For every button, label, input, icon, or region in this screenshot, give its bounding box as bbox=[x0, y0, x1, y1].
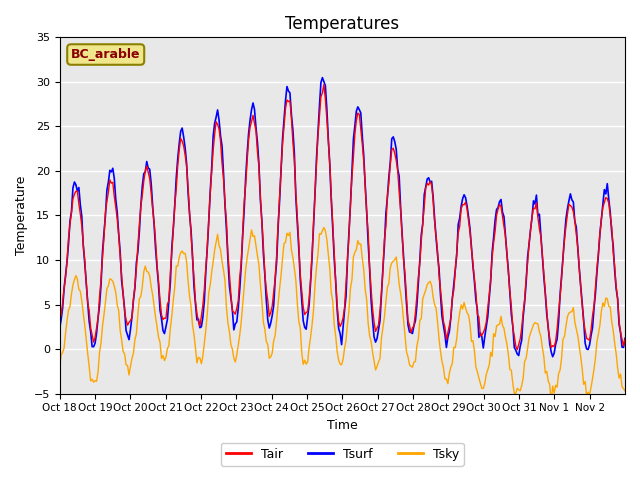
Tsurf bbox=[549, 354, 557, 360]
Text: BC_arable: BC_arable bbox=[71, 48, 140, 61]
Tsurf bbox=[348, 168, 356, 174]
Tair bbox=[75, 201, 83, 206]
Tsky bbox=[348, 277, 356, 283]
Y-axis label: Temperature: Temperature bbox=[15, 176, 28, 255]
Tsky bbox=[56, 365, 63, 371]
Tair bbox=[93, 325, 100, 331]
Tsurf bbox=[75, 185, 83, 191]
Tsurf bbox=[93, 331, 100, 336]
Tair bbox=[546, 335, 554, 341]
Tsky bbox=[547, 399, 555, 405]
Line: Tair: Tair bbox=[60, 84, 625, 349]
Tsky bbox=[620, 386, 627, 392]
Tair bbox=[513, 347, 521, 352]
Line: Tsky: Tsky bbox=[60, 228, 625, 402]
Tsky bbox=[545, 378, 552, 384]
Line: Tsurf: Tsurf bbox=[60, 78, 625, 357]
Tsky bbox=[320, 225, 328, 230]
Tair bbox=[348, 175, 356, 180]
Tsky bbox=[93, 378, 100, 384]
Tair bbox=[620, 343, 627, 348]
Tsurf bbox=[319, 75, 326, 81]
Tsurf bbox=[545, 324, 552, 330]
Tair bbox=[460, 202, 468, 207]
Tsurf bbox=[460, 192, 468, 198]
Tair bbox=[320, 82, 328, 87]
Tsurf bbox=[620, 345, 627, 350]
Tair bbox=[621, 336, 629, 342]
Tsky bbox=[460, 300, 468, 305]
Tsky bbox=[621, 388, 629, 394]
Tsurf bbox=[56, 326, 63, 332]
Title: Temperatures: Temperatures bbox=[285, 15, 399, 33]
X-axis label: Time: Time bbox=[327, 419, 358, 432]
Legend: Tair, Tsurf, Tsky: Tair, Tsurf, Tsky bbox=[221, 443, 464, 466]
Tair bbox=[56, 316, 63, 322]
Tsurf bbox=[621, 336, 629, 341]
Tsky bbox=[75, 287, 83, 292]
